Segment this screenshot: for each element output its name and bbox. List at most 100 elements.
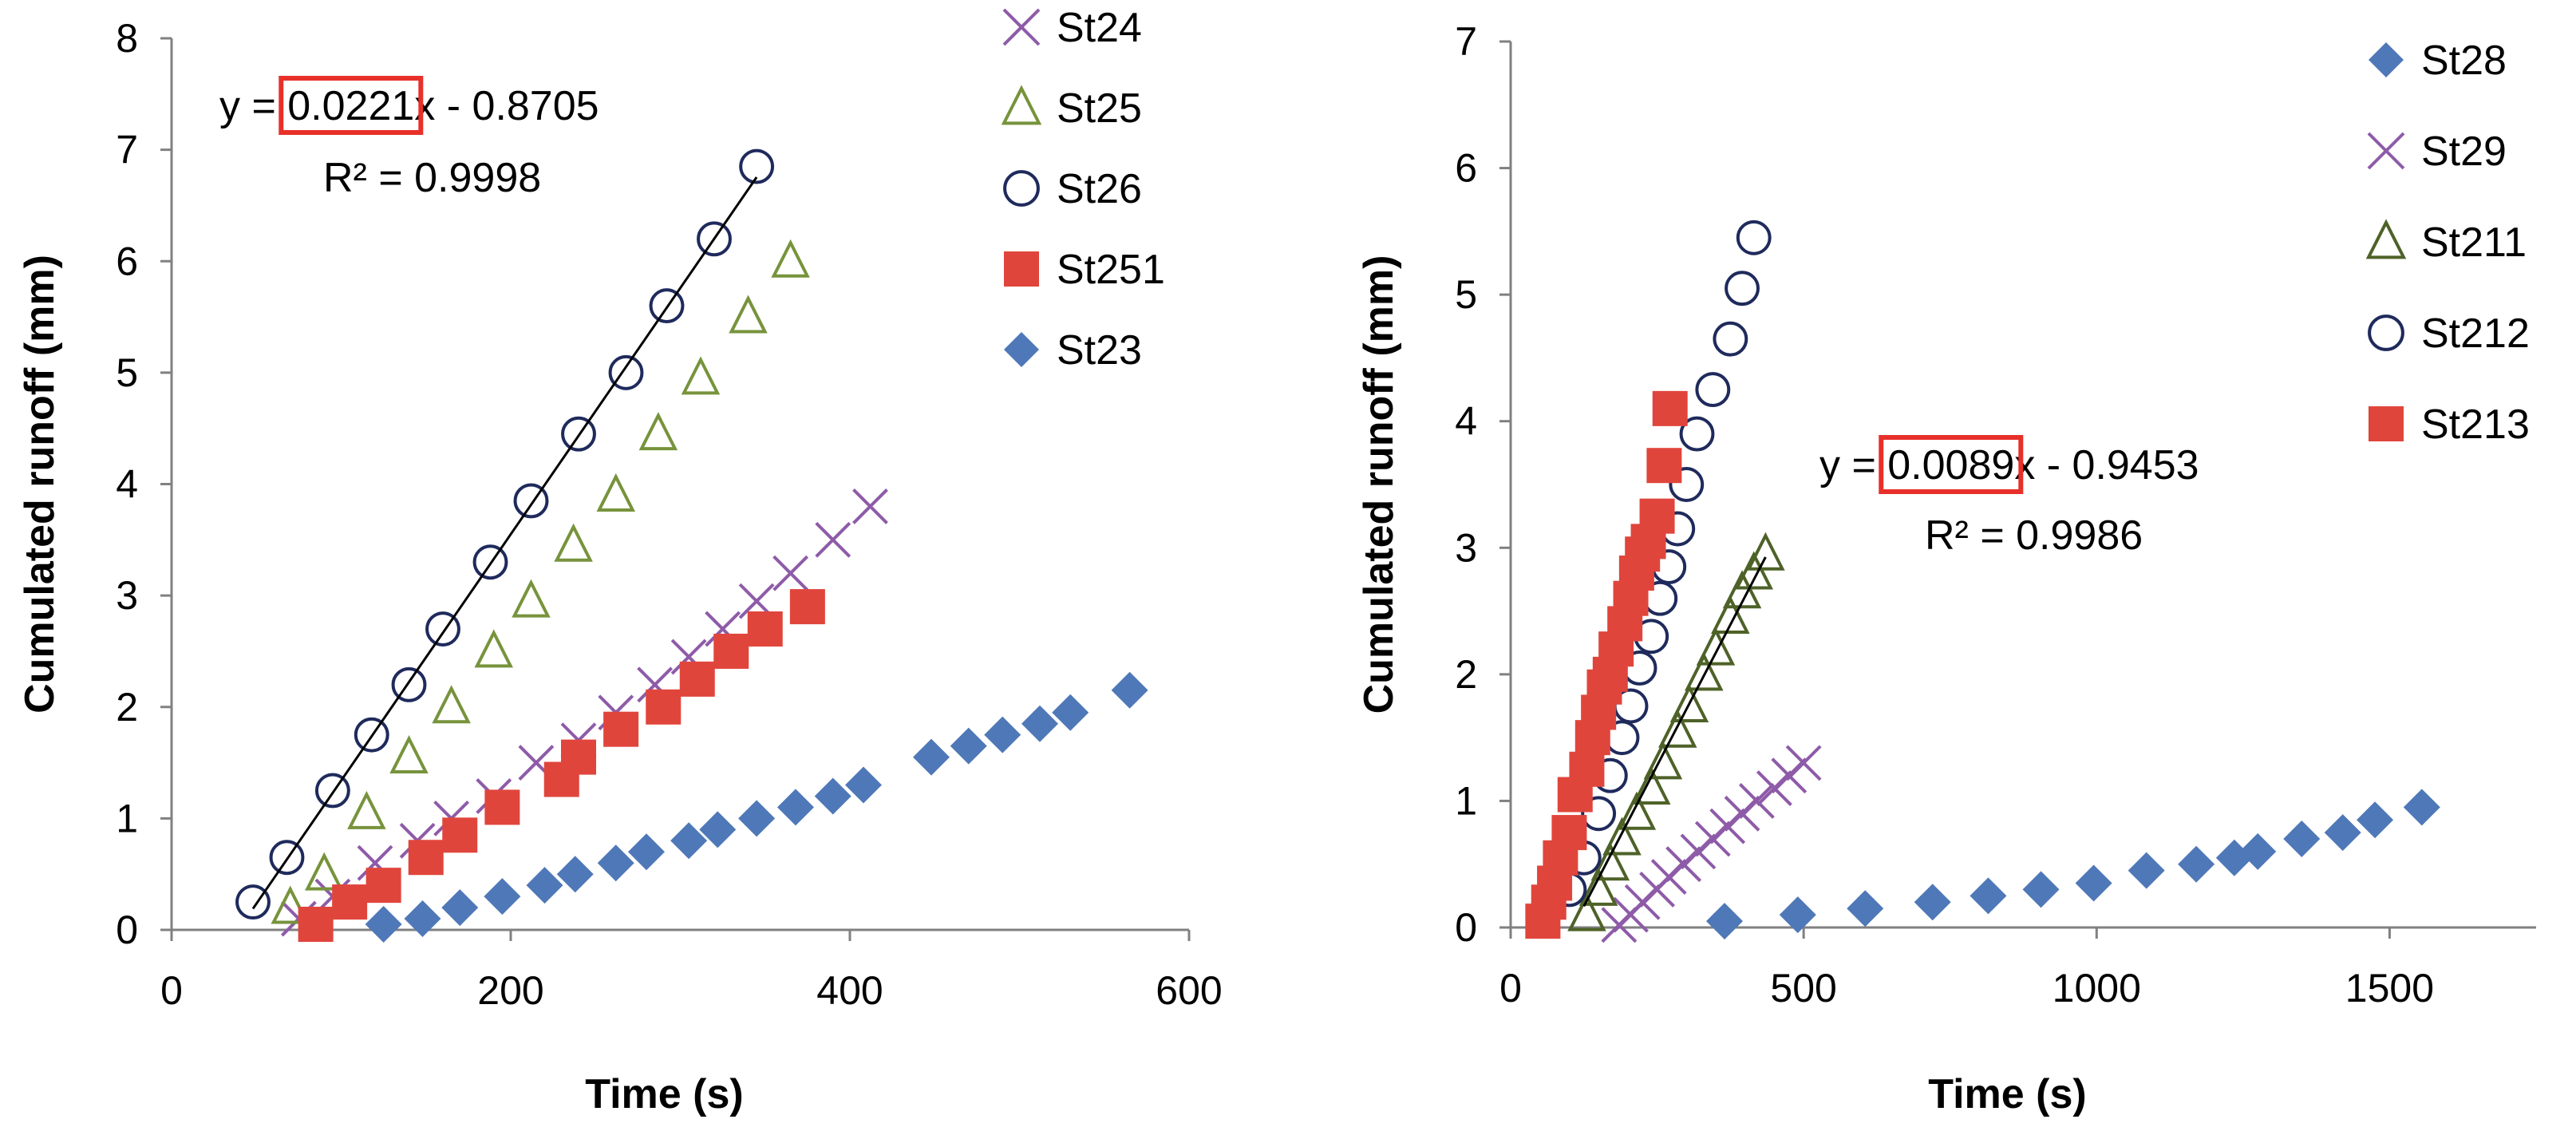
data-point xyxy=(1578,867,1618,906)
data-point xyxy=(235,884,271,920)
data-point xyxy=(738,800,776,837)
data-point xyxy=(2283,821,2321,857)
data-point xyxy=(603,711,639,747)
data-point xyxy=(772,555,809,591)
data-point xyxy=(474,629,514,668)
y-tick-label: 6 xyxy=(1455,146,1477,191)
data-point xyxy=(2178,845,2215,883)
series-St29 xyxy=(1601,745,1822,943)
legend-marker xyxy=(2367,132,2405,170)
equation-suffix: x - 0.8705 xyxy=(414,83,599,129)
series-St28 xyxy=(1706,789,2440,940)
x-tick-label: 200 xyxy=(477,968,543,1013)
data-point xyxy=(950,727,987,765)
data-point xyxy=(649,288,685,324)
x-tick-label: 1500 xyxy=(2345,966,2434,1010)
series-St23 xyxy=(365,671,1148,943)
data-point xyxy=(1847,890,1884,927)
data-point xyxy=(679,661,715,697)
data-point xyxy=(269,840,305,876)
slope-highlight-box xyxy=(279,76,424,135)
legend-marker xyxy=(1001,85,1042,125)
data-point xyxy=(1679,416,1715,452)
data-point xyxy=(597,844,634,882)
x-axis-title: Time (s) xyxy=(585,1071,743,1117)
legend-item-St29: St29 xyxy=(2367,129,2507,175)
data-point xyxy=(513,483,549,519)
data-point xyxy=(365,906,402,943)
data-point xyxy=(472,544,508,580)
legend-item-St23: St23 xyxy=(1004,327,1142,374)
legend-label: St24 xyxy=(1057,5,1142,51)
legend-item-St28: St28 xyxy=(2369,38,2507,84)
data-point xyxy=(628,833,665,871)
data-point xyxy=(554,523,593,562)
x-tick-label: 0 xyxy=(160,968,183,1013)
data-point xyxy=(441,889,479,927)
legend-label: St23 xyxy=(1057,327,1142,374)
data-point xyxy=(2022,871,2060,908)
data-point xyxy=(2075,864,2112,902)
y-tick-label: 2 xyxy=(1455,652,1477,697)
x-axis-title: Time (s) xyxy=(1928,1071,2086,1117)
data-point xyxy=(670,822,708,860)
data-point xyxy=(1785,745,1822,781)
data-point xyxy=(2128,852,2165,889)
data-point xyxy=(1779,896,1816,934)
legend-label: St26 xyxy=(1057,166,1142,212)
data-point xyxy=(298,907,334,943)
legend-label: St212 xyxy=(2421,310,2530,357)
data-point xyxy=(314,773,350,809)
legend-marker xyxy=(2368,314,2404,351)
data-point xyxy=(2403,789,2440,826)
data-point xyxy=(1631,766,1671,805)
data-point xyxy=(1669,683,1709,722)
data-point xyxy=(1746,532,1785,571)
data-point xyxy=(484,878,521,916)
data-point xyxy=(556,856,594,893)
legend-marker xyxy=(2369,42,2404,77)
data-point xyxy=(815,521,851,558)
data-point xyxy=(608,354,644,390)
series-St213 xyxy=(1525,390,1688,939)
data-point xyxy=(1713,321,1748,357)
x-tick-label: 500 xyxy=(1770,966,1836,1010)
data-point xyxy=(1970,877,2007,915)
series-St212 xyxy=(1551,219,1772,908)
y-tick-label: 3 xyxy=(1455,525,1477,570)
data-point xyxy=(2239,832,2277,870)
x-tick-label: 600 xyxy=(1156,968,1222,1013)
x-tick-label: 0 xyxy=(1499,966,1522,1010)
data-point xyxy=(913,738,950,776)
data-point xyxy=(484,789,520,825)
data-point xyxy=(1706,903,1744,940)
data-point xyxy=(1617,791,1657,830)
y-tick-label: 2 xyxy=(116,685,138,730)
data-point xyxy=(561,416,596,452)
chart-panel-2: 0 1 2 3 4 5 6 7 0 500 1000 1500 Time (s) Cumulated ru… xyxy=(1356,19,2536,1117)
legend: St28 St29 St211 St212 St213 xyxy=(2365,38,2530,448)
data-point xyxy=(404,900,441,938)
data-point xyxy=(739,148,775,184)
y-axis-title: Cumulated runoff (mm) xyxy=(17,255,63,714)
x-tick-label: 1000 xyxy=(2053,966,2141,1010)
legend-label: St211 xyxy=(2421,219,2527,266)
data-point xyxy=(1567,892,1606,931)
legend-item-St211: St211 xyxy=(2365,219,2527,266)
data-point xyxy=(526,867,563,904)
equation-slope: 0.0221 xyxy=(287,83,414,129)
legend-marker xyxy=(1002,8,1041,46)
data-point xyxy=(1551,815,1587,851)
legend-marker xyxy=(1003,170,1040,207)
data-point xyxy=(771,239,810,278)
data-point xyxy=(713,633,749,669)
data-point xyxy=(789,589,825,625)
data-point xyxy=(777,789,814,826)
equation-suffix: x - 0.9453 xyxy=(2014,442,2199,488)
data-point xyxy=(512,579,551,618)
data-point xyxy=(1052,694,1089,731)
legend-item-St25: St25 xyxy=(1001,85,1142,132)
data-point xyxy=(681,356,721,395)
series-St211 xyxy=(1567,532,1785,931)
series-St26 xyxy=(235,148,775,920)
